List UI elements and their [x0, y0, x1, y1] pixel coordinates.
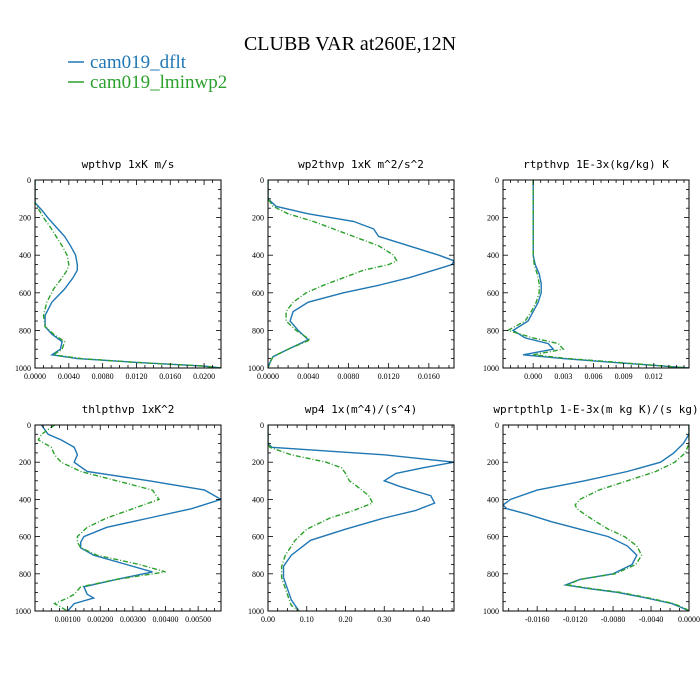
x-tick-label: 0.0120	[125, 372, 147, 381]
x-tick-label: 0.00	[261, 615, 275, 624]
legend-label-lminwp2: cam019_lminwp2	[90, 72, 227, 93]
y-tick-label: 400	[19, 495, 31, 504]
panel-2: wp2thvp 1xK m^2/s^2020040060080010000.00…	[248, 158, 455, 381]
x-tick-label: 0.10	[300, 615, 314, 624]
y-tick-label: 0	[27, 421, 31, 430]
x-tick-label: -0.0160	[525, 615, 550, 624]
y-tick-label: 600	[487, 289, 499, 298]
panel-title: rtpthvp 1E-3x(kg/kg) K	[523, 158, 669, 171]
y-tick-label: 600	[252, 289, 264, 298]
y-tick-label: 200	[19, 458, 31, 467]
panel-title: wp4 1x(m^4)/(s^4)	[305, 403, 418, 416]
y-tick-label: 800	[252, 570, 264, 579]
series-line-dflt	[40, 425, 221, 611]
x-tick-label: 0.0080	[92, 372, 114, 381]
x-tick-label: 0.009	[615, 372, 633, 381]
y-tick-label: 1000	[15, 607, 31, 616]
series-line-dflt	[503, 425, 689, 611]
y-tick-label: 0	[260, 176, 264, 185]
x-tick-label: 0.0000	[257, 372, 279, 381]
x-tick-label: 0.00200	[87, 615, 113, 624]
y-tick-label: 200	[487, 214, 499, 223]
series-line-lminwp2	[268, 425, 374, 611]
x-tick-label: 0.012	[645, 372, 663, 381]
panel-title: wp2thvp 1xK m^2/s^2	[298, 158, 424, 171]
x-tick-label: 0.0200	[193, 372, 215, 381]
y-tick-label: 1000	[248, 364, 264, 373]
y-tick-label: 800	[19, 326, 31, 335]
x-tick-label: 0.40	[416, 615, 430, 624]
x-tick-label: 0.0120	[378, 372, 400, 381]
y-tick-label: 400	[487, 251, 499, 260]
y-tick-label: 800	[19, 570, 31, 579]
x-tick-label: 0.003	[554, 372, 572, 381]
x-tick-label: 0.0160	[418, 372, 440, 381]
y-tick-label: 200	[19, 214, 31, 223]
y-tick-label: 200	[252, 458, 264, 467]
y-tick-label: 0	[27, 176, 31, 185]
x-tick-label: 0.00300	[120, 615, 146, 624]
y-tick-label: 0	[495, 176, 499, 185]
legend-label-dflt: cam019_dflt	[90, 52, 187, 73]
y-tick-label: 1000	[15, 364, 31, 373]
x-tick-label: 0.30	[377, 615, 391, 624]
panel-4: thlpthvp 1xK^2 0 200 400 600 800 1000 0.00100 0.…	[15, 403, 222, 624]
x-tick-label: 0.0160	[159, 372, 181, 381]
x-tick-label: 0.000	[524, 372, 542, 381]
y-tick-label: 400	[19, 251, 31, 260]
series-line-dflt	[268, 425, 454, 611]
x-tick-label: 0.0040	[297, 372, 319, 381]
series-line-lminwp2	[565, 425, 689, 611]
x-tick-label: 0.00400	[153, 615, 179, 624]
panel-6: wprtpthlp 1-E-3x(m kg K)/(s kg) 0 200 400 60…	[483, 403, 700, 624]
panel-3: rtpthvp 1E-3x(kg/kg) K 0 200 400 600 800 1000 0…	[483, 158, 690, 381]
x-tick-label: 0.00100	[55, 615, 81, 624]
y-tick-label: 0	[260, 421, 264, 430]
y-tick-label: 0	[495, 421, 499, 430]
y-tick-label: 600	[19, 289, 31, 298]
y-tick-label: 800	[487, 570, 499, 579]
panel-title: thlpthvp 1xK^2	[82, 403, 175, 416]
y-tick-label: 800	[252, 326, 264, 335]
series-line-lminwp2	[37, 425, 166, 611]
x-tick-label: -0.0080	[601, 615, 626, 624]
y-tick-label: 1000	[483, 607, 499, 616]
plot-frame	[34, 424, 222, 612]
series-line-dflt	[268, 180, 454, 368]
y-tick-label: 400	[487, 495, 499, 504]
y-tick-label: 600	[487, 533, 499, 542]
figure-title: CLUBB VAR at260E,12N	[244, 33, 456, 55]
panel-title: wprtpthlp 1-E-3x(m kg K)/(s kg)	[493, 403, 698, 416]
y-tick-label: 400	[252, 495, 264, 504]
series-line-lminwp2	[506, 180, 689, 368]
x-tick-label: 0.0040	[58, 372, 80, 381]
y-tick-label: 200	[487, 458, 499, 467]
plot-frame	[502, 424, 690, 612]
panel-title: wpthvp 1xK m/s	[82, 158, 175, 171]
series-line-lminwp2	[35, 180, 221, 368]
x-tick-label: 0.20	[339, 615, 353, 624]
y-tick-label: 400	[252, 251, 264, 260]
series-line-lminwp2	[268, 180, 398, 368]
plot-frame	[267, 179, 455, 369]
x-tick-label: -0.0040	[639, 615, 664, 624]
legend: cam019_dflt cam019_lminwp2	[68, 52, 227, 93]
y-tick-label: 800	[487, 326, 499, 335]
y-tick-label: 1000	[483, 364, 499, 373]
y-tick-label: 600	[19, 533, 31, 542]
x-tick-label: 0.0080	[337, 372, 359, 381]
x-tick-label: 0.0000	[24, 372, 46, 381]
y-tick-label: 1000	[248, 607, 264, 616]
x-tick-label: 0.0000	[678, 615, 700, 624]
y-tick-label: 200	[252, 214, 264, 223]
y-tick-label: 600	[252, 533, 264, 542]
x-tick-label: 0.006	[584, 372, 602, 381]
x-tick-label: -0.0120	[563, 615, 588, 624]
x-tick-label: 0.00500	[185, 615, 211, 624]
